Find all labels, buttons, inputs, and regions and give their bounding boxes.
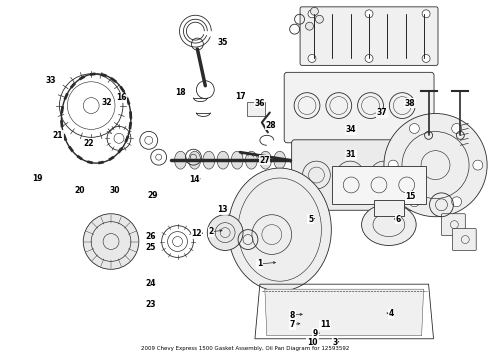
Bar (247, 102, 265, 116)
Circle shape (311, 7, 319, 15)
Text: 9: 9 (313, 329, 318, 338)
Bar (332, 166, 426, 204)
Ellipse shape (362, 204, 416, 246)
Circle shape (316, 15, 323, 23)
Ellipse shape (260, 151, 271, 169)
FancyBboxPatch shape (300, 7, 438, 66)
Circle shape (306, 22, 314, 30)
Ellipse shape (228, 168, 331, 291)
Ellipse shape (203, 151, 215, 169)
FancyBboxPatch shape (441, 214, 466, 235)
Text: 32: 32 (101, 98, 112, 107)
FancyBboxPatch shape (292, 140, 446, 210)
Circle shape (473, 160, 483, 170)
Text: 28: 28 (266, 121, 276, 130)
Text: 38: 38 (405, 99, 416, 108)
Text: 2: 2 (208, 227, 214, 236)
Circle shape (83, 214, 139, 269)
Text: 8: 8 (290, 311, 295, 320)
Text: 16: 16 (116, 93, 126, 102)
Text: 37: 37 (377, 108, 388, 117)
Text: 4: 4 (388, 310, 393, 319)
Circle shape (410, 197, 419, 207)
Bar (374, 200, 404, 216)
Text: 35: 35 (218, 38, 228, 47)
Text: 22: 22 (83, 139, 94, 148)
Circle shape (207, 215, 243, 251)
Text: 15: 15 (405, 192, 416, 201)
Circle shape (422, 54, 430, 62)
Text: 21: 21 (52, 131, 63, 140)
Text: 5: 5 (308, 215, 313, 224)
Circle shape (308, 10, 316, 18)
Text: 26: 26 (145, 232, 155, 241)
Circle shape (452, 197, 462, 207)
Circle shape (452, 123, 462, 134)
Text: 7: 7 (290, 320, 295, 329)
Text: 31: 31 (346, 150, 356, 159)
Circle shape (308, 54, 316, 62)
Text: 33: 33 (45, 76, 56, 85)
Ellipse shape (189, 151, 200, 169)
Text: 24: 24 (145, 279, 155, 288)
Ellipse shape (231, 151, 243, 169)
Text: 29: 29 (147, 191, 158, 200)
Circle shape (422, 10, 430, 18)
Circle shape (365, 54, 373, 62)
Ellipse shape (245, 151, 257, 169)
Text: 10: 10 (307, 338, 318, 347)
Ellipse shape (174, 151, 187, 169)
Text: 19: 19 (32, 174, 43, 183)
Text: 36: 36 (254, 99, 265, 108)
FancyBboxPatch shape (284, 72, 434, 143)
Text: 27: 27 (259, 156, 270, 165)
Text: 17: 17 (235, 91, 245, 100)
Text: 14: 14 (189, 175, 199, 184)
Circle shape (388, 160, 398, 170)
Text: 1: 1 (257, 260, 262, 269)
Polygon shape (265, 289, 424, 336)
Text: 3: 3 (332, 338, 338, 347)
Ellipse shape (274, 151, 286, 169)
Circle shape (384, 113, 487, 217)
Text: 2009 Chevy Express 1500 Gasket Assembly, Oil Pan Diagram for 12593592: 2009 Chevy Express 1500 Gasket Assembly,… (141, 346, 349, 351)
Ellipse shape (217, 151, 229, 169)
Text: 20: 20 (74, 186, 85, 195)
Text: 13: 13 (217, 205, 227, 214)
Text: 12: 12 (191, 229, 201, 238)
Text: 30: 30 (109, 186, 120, 195)
Circle shape (410, 123, 419, 134)
Text: 18: 18 (175, 88, 186, 97)
Text: 34: 34 (346, 126, 356, 135)
Text: 11: 11 (320, 320, 330, 329)
Circle shape (365, 10, 373, 18)
Text: 6: 6 (395, 215, 401, 224)
FancyBboxPatch shape (452, 229, 476, 251)
Text: 23: 23 (145, 300, 155, 309)
Text: 25: 25 (145, 243, 155, 252)
